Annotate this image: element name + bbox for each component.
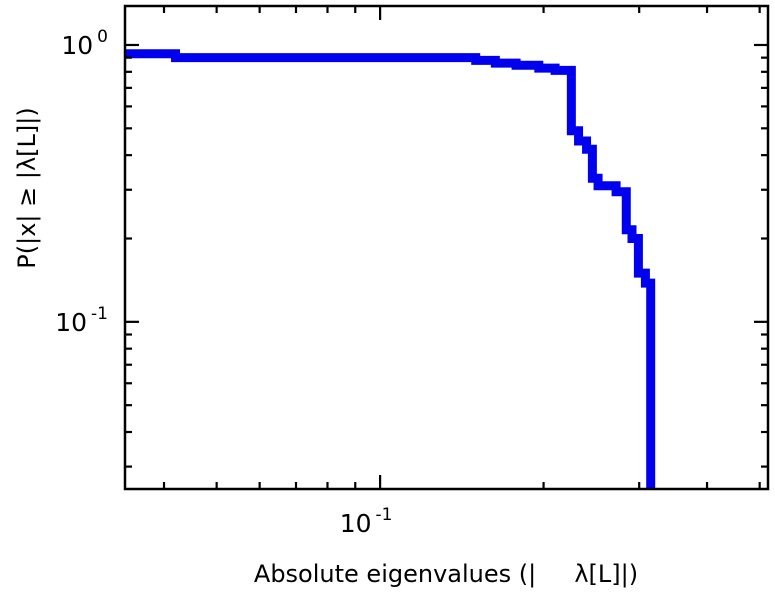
axes-box xyxy=(123,4,770,491)
x-tick-label: 10 -1 xyxy=(340,505,393,538)
y-tick-label: 10 0 xyxy=(61,27,108,60)
y-axis-title: P(|x| ≥ |λ[L]|) xyxy=(13,107,41,269)
y-tick-label: 10 -1 xyxy=(55,304,108,337)
x-axis-title: Absolute eigenvalues (| λ[L]|) xyxy=(253,560,639,588)
eigenvalue-ccdf-line xyxy=(125,49,656,489)
